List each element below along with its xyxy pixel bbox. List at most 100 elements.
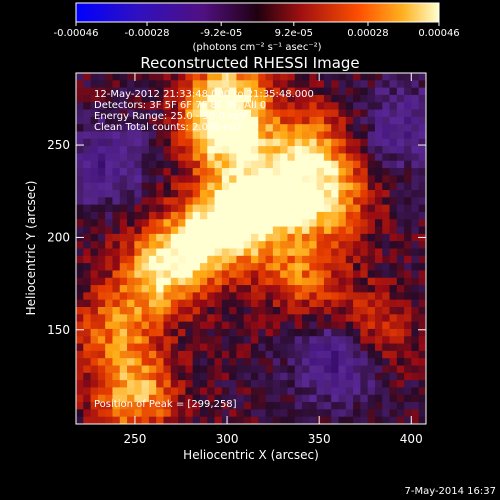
heatmap-cell: [294, 416, 303, 424]
heatmap-cell: [127, 211, 135, 220]
heatmap-cell: [185, 372, 194, 381]
heatmap-cell: [214, 387, 223, 396]
heatmap-cell: [214, 109, 223, 118]
heatmap-cell: [127, 146, 135, 155]
heatmap-cell: [134, 292, 143, 301]
heatmap-cell: [389, 292, 398, 301]
heatmap-cell: [97, 233, 106, 242]
heatmap-cell: [302, 307, 310, 315]
heatmap-cell: [404, 270, 413, 279]
heatmap-cell: [309, 219, 318, 228]
heatmap-cell: [411, 175, 420, 184]
heatmap-cell: [251, 131, 259, 140]
heatmap-cell: [119, 292, 128, 301]
heatmap-cell: [83, 190, 92, 198]
heatmap-cell: [229, 190, 238, 198]
heatmap-cell: [127, 372, 135, 381]
heatmap-cell: [214, 160, 223, 169]
heatmap-cell: [272, 219, 281, 228]
heatmap-cell: [199, 102, 208, 111]
heatmap-cell: [83, 87, 92, 96]
heatmap-cell: [287, 292, 296, 301]
heatmap-cell: [127, 116, 135, 125]
heatmap-cell: [221, 321, 230, 330]
heatmap-cell: [221, 365, 230, 374]
heatmap-cell: [170, 102, 179, 111]
heatmap-cell: [97, 387, 106, 396]
heatmap-cell: [105, 402, 114, 410]
heatmap-cell: [156, 116, 165, 125]
heatmap-cell: [170, 80, 179, 89]
heatmap-cell: [97, 131, 106, 140]
heatmap-cell: [404, 124, 413, 133]
heatmap-cell: [199, 182, 208, 191]
heatmap-cell: [97, 190, 106, 198]
heatmap-cell: [199, 343, 208, 352]
heatmap-cell: [272, 109, 281, 118]
heatmap-cell: [345, 175, 354, 184]
heatmap-cell: [272, 416, 281, 424]
heatmap-cell: [214, 138, 223, 147]
heatmap-cell: [199, 350, 208, 359]
heatmap-cell: [258, 394, 267, 403]
heatmap-cell: [287, 299, 296, 308]
heatmap-cell: [280, 197, 289, 206]
heatmap-cell: [112, 211, 121, 220]
heatmap-cell: [404, 116, 413, 125]
heatmap-cell: [287, 168, 296, 176]
heatmap-cell: [389, 270, 398, 279]
y-tick-label: 250: [47, 138, 70, 152]
heatmap-cell: [207, 328, 216, 337]
heatmap-cell: [170, 285, 179, 293]
heatmap-cell: [236, 402, 245, 410]
heatmap-cell: [112, 175, 121, 184]
heatmap-cell: [185, 109, 194, 118]
heatmap-cell: [374, 94, 383, 103]
heatmap-cell: [105, 409, 114, 418]
heatmap-cell: [243, 307, 252, 315]
heatmap-cell: [331, 248, 340, 257]
heatmap-cell: [323, 175, 332, 184]
heatmap-cell: [272, 343, 281, 352]
heatmap-cell: [251, 255, 259, 264]
heatmap-cell: [221, 109, 230, 118]
heatmap-cell: [141, 321, 150, 330]
heatmap-cell: [148, 138, 157, 147]
heatmap-cell: [389, 372, 398, 381]
heatmap-cell: [105, 343, 114, 352]
heatmap-cell: [265, 328, 274, 337]
heatmap-cell: [418, 211, 426, 220]
heatmap-cell: [127, 233, 135, 242]
heatmap-cell: [134, 124, 143, 133]
heatmap-cell: [76, 328, 84, 337]
heatmap-cell: [294, 277, 303, 286]
heatmap-cell: [345, 182, 354, 191]
heatmap-cell: [294, 160, 303, 169]
heatmap-cell: [389, 124, 398, 133]
heatmap-cell: [360, 124, 369, 133]
heatmap-cell: [192, 233, 201, 242]
heatmap-cell: [404, 263, 413, 272]
heatmap-cell: [105, 160, 114, 169]
heatmap-cell: [229, 94, 238, 103]
heatmap-cell: [156, 182, 165, 191]
heatmap-cell: [418, 160, 426, 169]
heatmap-cell: [418, 336, 426, 345]
heatmap-cell: [280, 409, 289, 418]
heatmap-cell: [148, 168, 157, 176]
heatmap-cell: [258, 358, 267, 367]
y-axis-label: Heliocentric Y (arcsec): [24, 181, 38, 316]
heatmap-cell: [134, 80, 143, 89]
heatmap-cell: [389, 321, 398, 330]
heatmap-cell: [119, 116, 128, 125]
heatmap-cell: [156, 394, 165, 403]
heatmap-cell: [316, 277, 325, 286]
heatmap-cell: [134, 182, 143, 191]
heatmap-cell: [316, 248, 325, 257]
y-tick-label: 150: [47, 323, 70, 337]
heatmap-cell: [258, 233, 267, 242]
heatmap-cell: [338, 160, 347, 169]
heatmap-cell: [287, 219, 296, 228]
heatmap-cell: [192, 219, 201, 228]
heatmap-cell: [396, 182, 405, 191]
